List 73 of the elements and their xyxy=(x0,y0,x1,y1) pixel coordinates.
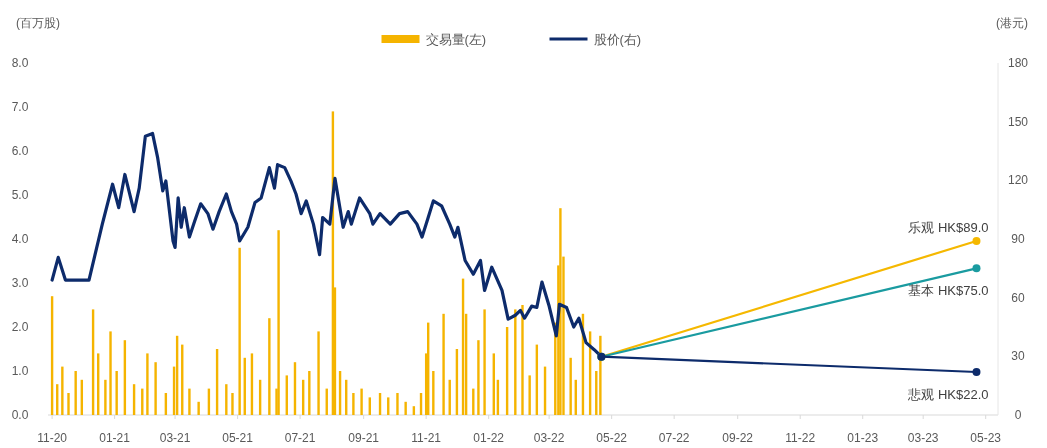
bar xyxy=(483,309,486,415)
y2-tick-label: 30 xyxy=(1011,349,1025,364)
point xyxy=(972,367,981,376)
x-tick-label: 07-22 xyxy=(658,431,690,445)
y2-tick-label: 60 xyxy=(1011,290,1025,305)
bar xyxy=(432,371,435,415)
x-tick-label: 03-22 xyxy=(533,431,565,445)
y-axis-title: (百万股) xyxy=(16,16,60,30)
x-tick-label: 11-22 xyxy=(785,431,816,445)
bar xyxy=(352,393,355,415)
bar xyxy=(238,247,241,415)
bar xyxy=(146,353,149,415)
y2-tick-label: 120 xyxy=(1007,173,1029,188)
y-tick-label: 4.0 xyxy=(11,232,29,246)
bar xyxy=(559,208,562,415)
bar xyxy=(268,318,271,415)
x-tick-label: 01-22 xyxy=(473,431,505,445)
bar xyxy=(231,393,234,415)
bar xyxy=(308,371,311,415)
y-tick-label: 5.0 xyxy=(11,188,29,202)
x-tick-label: 09-22 xyxy=(722,431,754,445)
bar xyxy=(477,340,480,415)
x-tick-label: 07-21 xyxy=(284,431,316,445)
y2-axis-title: (港元) xyxy=(996,16,1028,30)
y-tick-label: 3.0 xyxy=(11,276,29,290)
x-tick-label: 01-21 xyxy=(99,431,131,445)
x-tick-label: 03-21 xyxy=(159,431,191,445)
x-tick-label: 11-20 xyxy=(37,431,68,445)
data-label: 乐观 HK$89.0 xyxy=(908,219,989,235)
y2-tick-label: 0 xyxy=(1014,408,1022,422)
bar xyxy=(528,375,531,415)
bar xyxy=(197,401,200,415)
x-tick-label: 11-21 xyxy=(411,431,442,445)
x-tick-label: 01-23 xyxy=(847,431,879,445)
data-label: 悲观 HK$22.0 xyxy=(907,386,989,402)
bar xyxy=(154,362,157,415)
bar xyxy=(521,305,524,415)
bar xyxy=(67,393,70,415)
y2-tick-label: 180 xyxy=(1007,56,1029,70)
x-tick-label: 05-23 xyxy=(970,431,1002,445)
bar xyxy=(188,388,191,415)
y-tick-label: 0.0 xyxy=(11,408,29,422)
y-tick-label: 7.0 xyxy=(11,100,29,114)
x-tick-label: 05-22 xyxy=(596,431,628,445)
point xyxy=(972,236,981,245)
y-tick-label: 1.0 xyxy=(11,364,29,378)
x-tick-label: 03-23 xyxy=(907,431,939,445)
y-tick-label: 6.0 xyxy=(11,144,29,158)
bar xyxy=(61,366,64,415)
bar xyxy=(104,379,107,415)
y-tick-label: 8.0 xyxy=(11,56,29,70)
y2-tick-label: 90 xyxy=(1011,232,1025,246)
bar xyxy=(277,230,280,415)
y2-tick-label: 150 xyxy=(1007,114,1029,129)
bar xyxy=(396,393,399,415)
bar xyxy=(360,388,363,415)
legend-label: 股价(右) xyxy=(593,32,642,47)
x-tick-label: 09-21 xyxy=(348,431,380,445)
bar xyxy=(404,401,407,415)
bar xyxy=(569,357,572,415)
bar xyxy=(317,331,320,415)
bar xyxy=(514,309,517,415)
y-tick-label: 2.0 xyxy=(11,320,29,334)
point xyxy=(972,264,981,273)
bar xyxy=(225,384,228,415)
legend-label: 交易量(左) xyxy=(425,32,487,47)
x-tick-label: 05-21 xyxy=(222,431,254,445)
data-label: 基本 HK$75.0 xyxy=(908,283,989,299)
bar xyxy=(109,331,112,415)
bar xyxy=(74,371,77,415)
bar xyxy=(115,371,118,415)
bar xyxy=(442,313,445,415)
bar xyxy=(599,335,602,415)
